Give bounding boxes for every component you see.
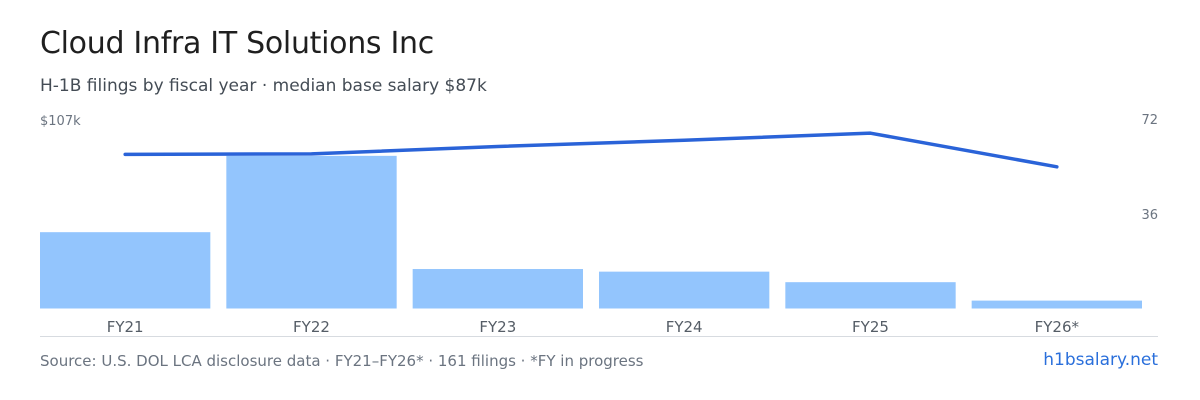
bar [412, 269, 583, 309]
x-tick-label: FY25 [852, 318, 889, 336]
site-link[interactable]: h1bsalary.net [1043, 350, 1158, 370]
x-tick-label: FY22 [293, 318, 330, 336]
source-note: Source: U.S. DOL LCA disclosure data · F… [40, 352, 644, 370]
y-right-tick-label: 72 [1141, 113, 1158, 128]
x-tick-label: FY26* [1035, 318, 1080, 336]
chart-title: Cloud Infra IT Solutions Inc [40, 26, 434, 61]
bar [599, 271, 770, 309]
bar [226, 155, 397, 309]
x-tick-label: FY24 [666, 318, 703, 336]
bar [40, 232, 211, 309]
x-tick-label: FY23 [479, 318, 516, 336]
bar [971, 300, 1142, 309]
bar [785, 282, 956, 309]
chart-subtitle: H-1B filings by fiscal year · median bas… [40, 76, 487, 96]
x-tick-label: FY21 [107, 318, 144, 336]
y-right-tick-label: 36 [1141, 208, 1158, 223]
y-left-tick-label: $107k [40, 114, 81, 129]
salary-line [123, 131, 1059, 169]
